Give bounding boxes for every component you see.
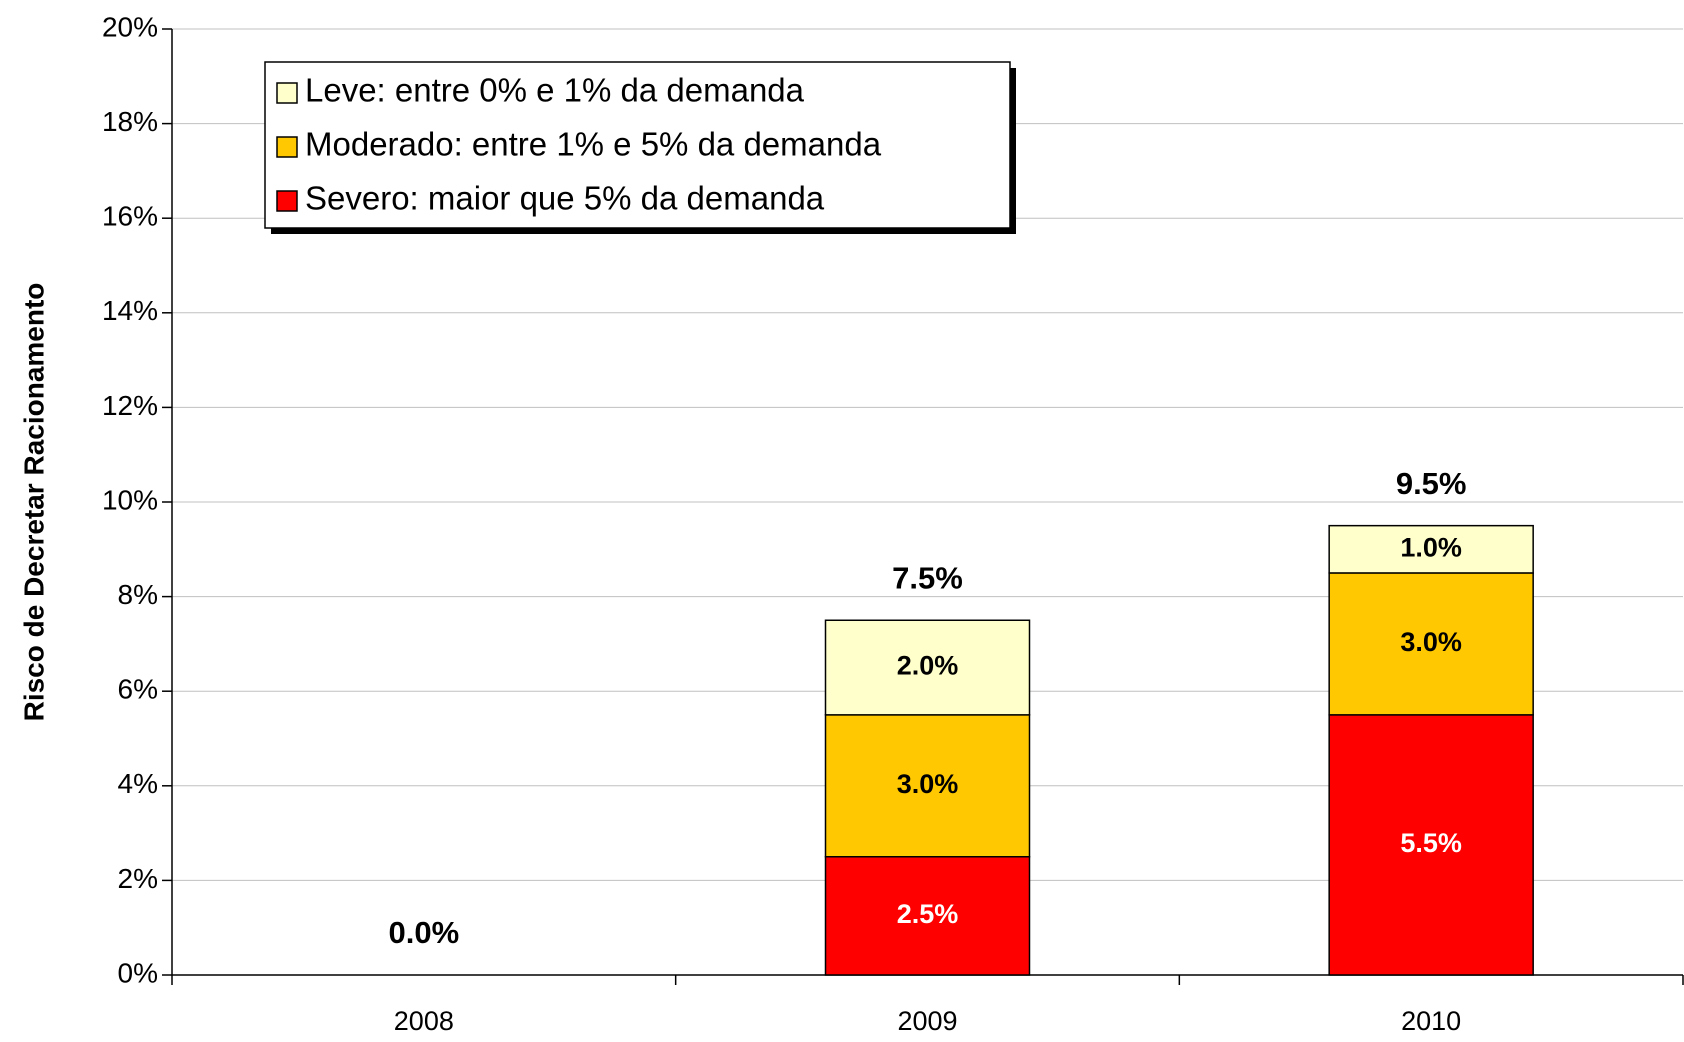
legend [264, 61, 1011, 229]
y-tick-label: 0% [118, 957, 158, 988]
legend-label: Severo: maior que 5% da demanda [305, 180, 825, 217]
x-tick-label: 2009 [897, 1006, 957, 1036]
y-tick-label: 14% [102, 295, 158, 326]
y-tick-label: 2% [118, 863, 158, 894]
data-label: 3.0% [1400, 627, 1462, 657]
y-tick-label: 6% [118, 674, 158, 705]
data-label: 1.0% [1400, 532, 1462, 562]
bar-segment [1328, 572, 1534, 716]
y-axis-title: Risco de Decretar Racionamento [18, 283, 49, 722]
x-tick-label: 2010 [1401, 1006, 1461, 1036]
legend-label: Leve: entre 0% e 1% da demanda [305, 72, 805, 109]
bar-segment [824, 856, 1031, 976]
legend-swatch [276, 136, 298, 158]
bar-segment [824, 619, 1031, 716]
data-label: 2.5% [897, 899, 959, 929]
bar-segment [1328, 714, 1534, 976]
y-tick-label: 12% [102, 390, 158, 421]
legend-label: Moderado: entre 1% e 5% da demanda [305, 126, 882, 163]
y-tick-label: 8% [118, 579, 158, 610]
bar-segment [1328, 524, 1534, 574]
y-tick-label: 10% [102, 484, 158, 515]
bar-segment [824, 714, 1031, 858]
legend-swatch [276, 82, 298, 104]
total-label: 7.5% [892, 560, 963, 595]
data-label: 3.0% [897, 769, 959, 799]
legend-swatch [276, 190, 298, 212]
y-tick-label: 20% [102, 11, 158, 42]
y-tick-label: 16% [102, 201, 158, 232]
data-label: 5.5% [1400, 828, 1462, 858]
data-label: 2.0% [897, 651, 959, 681]
total-label: 0.0% [388, 915, 459, 950]
total-label: 9.5% [1396, 466, 1467, 501]
y-tick-label: 4% [118, 768, 158, 799]
y-tick-label: 18% [102, 106, 158, 137]
x-tick-label: 2008 [394, 1006, 454, 1036]
